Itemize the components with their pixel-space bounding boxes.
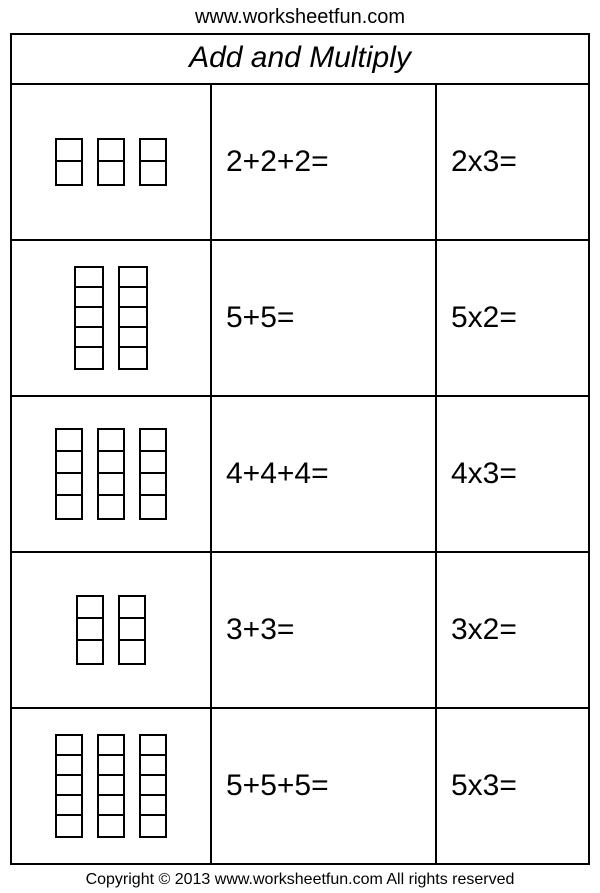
block-square [99,796,123,816]
block-square [141,162,165,184]
addition-expression: 5+5+5= [212,709,437,863]
block-square [78,597,102,619]
block-square [57,430,81,452]
block-square [141,452,165,474]
multiplication-expression: 4x3= [437,397,588,551]
block-square [57,816,81,836]
block-stack [97,138,125,186]
worksheet-body: 2+2+2=2x3=5+5=5x2=4+4+4=4x3=3+3=3x2=5+5+… [12,85,588,863]
block-square [141,796,165,816]
block-square [99,474,123,496]
block-stack [76,595,104,665]
block-square [57,452,81,474]
block-square [120,597,144,619]
block-stack [97,734,125,838]
addition-expression: 4+4+4= [212,397,437,551]
block-square [78,619,102,641]
block-square [141,776,165,796]
block-stack [55,428,83,520]
block-square [76,328,102,348]
block-square [57,140,81,162]
block-square [57,796,81,816]
block-square [57,162,81,184]
block-square [57,776,81,796]
visual-cell [12,85,212,239]
block-stack [118,595,146,665]
addition-expression: 5+5= [212,241,437,395]
block-square [99,140,123,162]
visual-cell [12,397,212,551]
multiplication-expression: 5x3= [437,709,588,863]
footer-copyright: Copyright © 2013 www.worksheetfun.com Al… [0,865,600,893]
block-square [76,268,102,288]
visual-cell [12,241,212,395]
block-square [99,736,123,756]
block-square [57,496,81,518]
visual-cell [12,553,212,707]
block-square [99,816,123,836]
block-square [57,474,81,496]
block-square [141,816,165,836]
block-square [57,756,81,776]
block-square [141,430,165,452]
block-square [141,140,165,162]
block-square [78,641,102,663]
multiplication-expression: 5x2= [437,241,588,395]
block-square [141,736,165,756]
block-square [120,619,144,641]
block-stack [97,428,125,520]
worksheet-row: 4+4+4=4x3= [12,397,588,553]
block-square [120,268,146,288]
worksheet-frame: Add and Multiply 2+2+2=2x3=5+5=5x2=4+4+4… [10,33,590,865]
block-square [141,756,165,776]
block-square [120,348,146,368]
block-stack [74,266,104,370]
block-stack [139,138,167,186]
block-square [141,496,165,518]
block-stack [118,266,148,370]
block-stack [55,734,83,838]
multiplication-expression: 3x2= [437,553,588,707]
worksheet-row: 2+2+2=2x3= [12,85,588,241]
worksheet-row: 3+3=3x2= [12,553,588,709]
block-square [120,328,146,348]
worksheet-title: Add and Multiply [12,35,588,85]
block-square [120,308,146,328]
block-square [120,288,146,308]
block-square [99,756,123,776]
block-square [99,452,123,474]
block-stack [139,428,167,520]
addition-expression: 2+2+2= [212,85,437,239]
block-square [76,308,102,328]
block-square [76,348,102,368]
block-square [99,162,123,184]
block-stack [139,734,167,838]
worksheet-row: 5+5=5x2= [12,241,588,397]
block-square [57,736,81,756]
multiplication-expression: 2x3= [437,85,588,239]
block-square [76,288,102,308]
block-square [141,474,165,496]
addition-expression: 3+3= [212,553,437,707]
block-square [99,776,123,796]
block-square [120,641,144,663]
worksheet-row: 5+5+5=5x3= [12,709,588,863]
visual-cell [12,709,212,863]
block-stack [55,138,83,186]
block-square [99,496,123,518]
header-url: www.worksheetfun.com [0,0,600,33]
block-square [99,430,123,452]
